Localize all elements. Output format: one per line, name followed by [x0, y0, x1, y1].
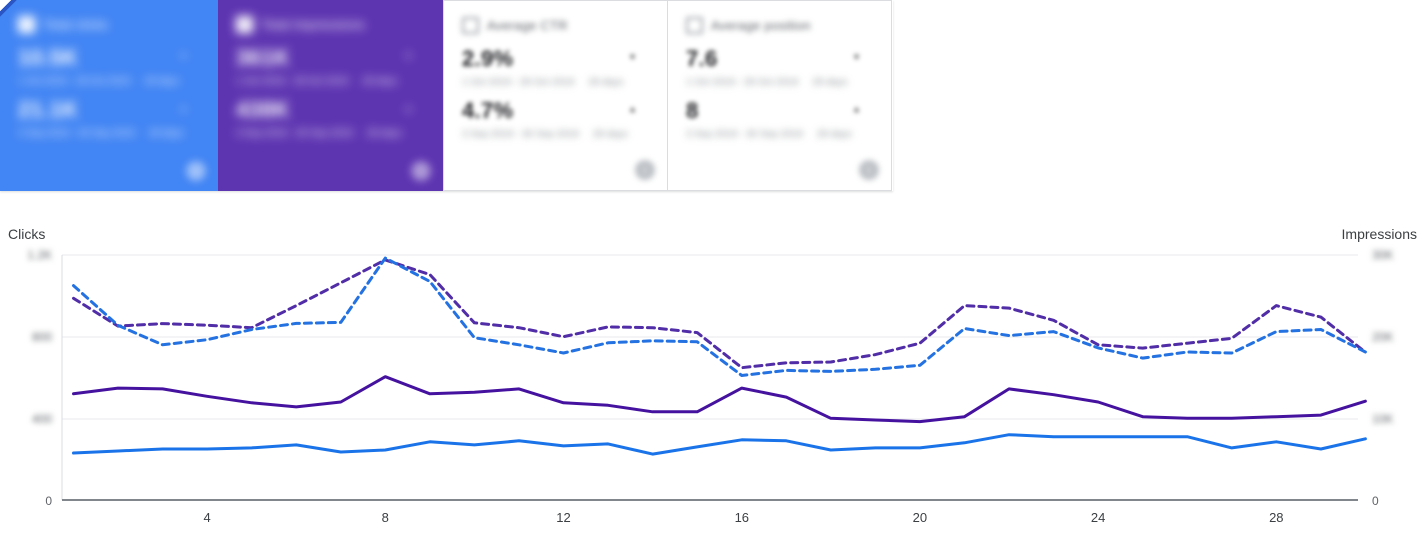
card-title: Total impressions — [261, 17, 365, 32]
current-value: 361K — [236, 45, 290, 70]
current-period-tag: 28 days — [362, 76, 398, 87]
previous-period-tag: 28 days — [816, 129, 852, 140]
x-tick: 20 — [913, 510, 927, 525]
checkbox-checked-icon[interactable]: ✓ — [18, 16, 35, 33]
x-tick: 4 — [203, 510, 210, 525]
change-arrow-icon: ▾ — [405, 51, 411, 62]
clicks-previous-line[interactable] — [72, 256, 1367, 377]
current-date-range: 1 Oct 2019 - 28 Oct 2019 — [18, 76, 131, 87]
change-arrow-icon: ▴ — [405, 103, 411, 114]
current-period-tag: 28 days — [812, 77, 848, 88]
previous-value: 4.7% — [462, 98, 514, 123]
previous-period-tag: 28 days — [148, 128, 184, 139]
card-total-clicks[interactable]: ✓ Total clicks 10.5K ▾ 1 Oct 2019 - 28 O… — [0, 0, 218, 191]
current-period-tag: 28 days — [144, 76, 180, 87]
checkbox-unchecked-icon[interactable] — [462, 17, 479, 34]
impressions-previous-line[interactable] — [72, 258, 1367, 370]
previous-date-range: 3 Sep 2019 - 30 Sep 2019 — [462, 129, 579, 140]
card-average-position[interactable]: Average position 7.6 ▾ 1 Oct 2019 - 28 O… — [667, 0, 892, 191]
previous-period-tag: 28 days — [592, 129, 628, 140]
left-tick-zero: 0 — [45, 494, 52, 508]
card-title: Average CTR — [487, 18, 568, 33]
previous-value: 438K — [236, 97, 290, 122]
info-icon[interactable]: i — [859, 160, 879, 180]
previous-date-range: 3 Sep 2019 - 30 Sep 2019 — [18, 128, 135, 139]
previous-date-range: 3 Sep 2019 - 30 Sep 2019 — [686, 129, 803, 140]
left-tick: 1.2K — [27, 248, 52, 262]
right-tick: 20K — [1372, 330, 1393, 344]
performance-chart-section: Clicks Impressions 1.2K 800 400 0 30K 20… — [0, 215, 1422, 545]
right-tick-zero: 0 — [1372, 494, 1379, 508]
right-axis-title: Impressions — [1342, 226, 1417, 242]
card-total-impressions[interactable]: ✓ Total impressions 361K ▾ 1 Oct 2019 - … — [218, 0, 443, 191]
right-tick: 10K — [1372, 412, 1393, 426]
info-icon[interactable]: i — [411, 161, 431, 181]
x-tick: 16 — [735, 510, 749, 525]
impressions-current-line[interactable] — [72, 375, 1367, 424]
card-average-ctr[interactable]: Average CTR 2.9% ▾ 1 Oct 2019 - 28 Oct 2… — [443, 0, 668, 191]
checkbox-checked-icon[interactable]: ✓ — [236, 16, 253, 33]
info-icon[interactable]: i — [635, 160, 655, 180]
x-tick: 28 — [1269, 510, 1283, 525]
change-arrow-icon: ▴ — [180, 103, 186, 114]
current-date-range: 1 Oct 2019 - 28 Oct 2019 — [236, 76, 349, 87]
change-arrow-icon: ▾ — [629, 52, 635, 63]
left-tick: 400 — [32, 412, 52, 426]
x-tick: 12 — [556, 510, 570, 525]
current-value: 2.9% — [462, 46, 514, 71]
current-date-range: 1 Oct 2019 - 28 Oct 2019 — [462, 77, 575, 88]
current-value: 7.6 — [686, 46, 718, 71]
current-period-tag: 28 days — [588, 77, 624, 88]
left-axis-title: Clicks — [8, 226, 45, 242]
change-arrow-icon: ▴ — [629, 104, 635, 115]
previous-value: 8 — [686, 98, 699, 123]
previous-value: 21.1K — [18, 97, 79, 122]
card-title: Average position — [711, 18, 811, 33]
current-value: 10.5K — [18, 45, 79, 70]
previous-date-range: 3 Sep 2019 - 30 Sep 2019 — [236, 128, 353, 139]
clicks-current-line[interactable] — [72, 433, 1367, 456]
previous-period-tag: 28 days — [366, 128, 402, 139]
right-tick: 30K — [1372, 248, 1393, 262]
change-arrow-icon: ▾ — [180, 51, 186, 62]
performance-chart: Clicks Impressions 1.2K 800 400 0 30K 20… — [8, 226, 1417, 525]
checkbox-unchecked-icon[interactable] — [686, 17, 703, 34]
metric-cards-row: ✓ Total clicks 10.5K ▾ 1 Oct 2019 - 28 O… — [0, 0, 893, 191]
change-arrow-icon: ▾ — [853, 52, 859, 63]
current-date-range: 1 Oct 2019 - 28 Oct 2019 — [686, 77, 799, 88]
x-tick: 8 — [382, 510, 389, 525]
info-icon[interactable]: i — [186, 161, 206, 181]
card-corner-fold — [0, 0, 18, 18]
left-tick: 800 — [32, 330, 52, 344]
x-tick-labels: 4 8 12 16 20 24 28 — [203, 510, 1283, 525]
change-arrow-icon: ▴ — [853, 104, 859, 115]
card-title: Total clicks — [43, 17, 109, 32]
x-tick: 24 — [1091, 510, 1105, 525]
